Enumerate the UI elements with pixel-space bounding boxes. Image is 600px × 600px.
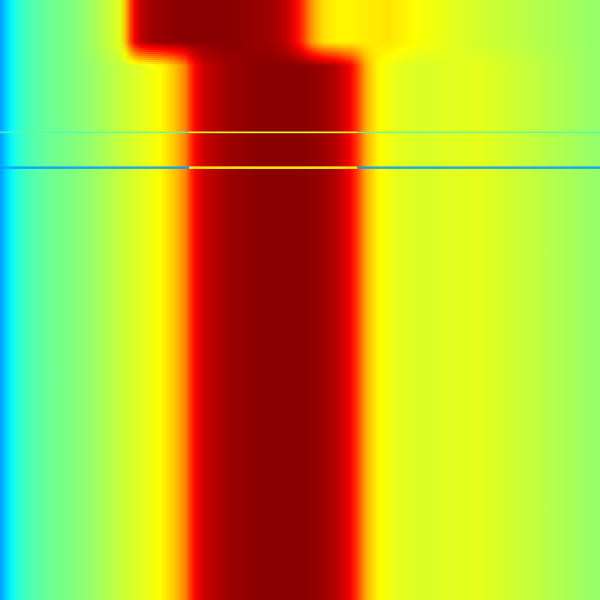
heatmap-region-transition xyxy=(0,50,600,53)
heatmap-region-after-shift xyxy=(0,66,600,600)
heatmap-region-transition xyxy=(0,62,600,65)
heatmap-region-transition xyxy=(0,52,600,55)
heatmap-region-transition xyxy=(0,48,600,51)
heatmap-region-transition xyxy=(0,42,600,45)
heatmap-anomaly-lines xyxy=(0,131,600,169)
heatmap-region-transition xyxy=(0,54,600,57)
heatmap-anomaly-highlight xyxy=(189,166,357,169)
heatmap-region-transition xyxy=(0,56,600,59)
heatmap-region-transition xyxy=(0,58,600,61)
heatmap-region-transition xyxy=(0,64,600,67)
heatmap-region-before-shift xyxy=(0,0,600,42)
heatmap-region-transition xyxy=(0,44,600,47)
heatmap-region-transition xyxy=(0,60,600,63)
heatmap-region-transition xyxy=(0,46,600,49)
heatmap-anomaly-highlight xyxy=(189,131,357,134)
